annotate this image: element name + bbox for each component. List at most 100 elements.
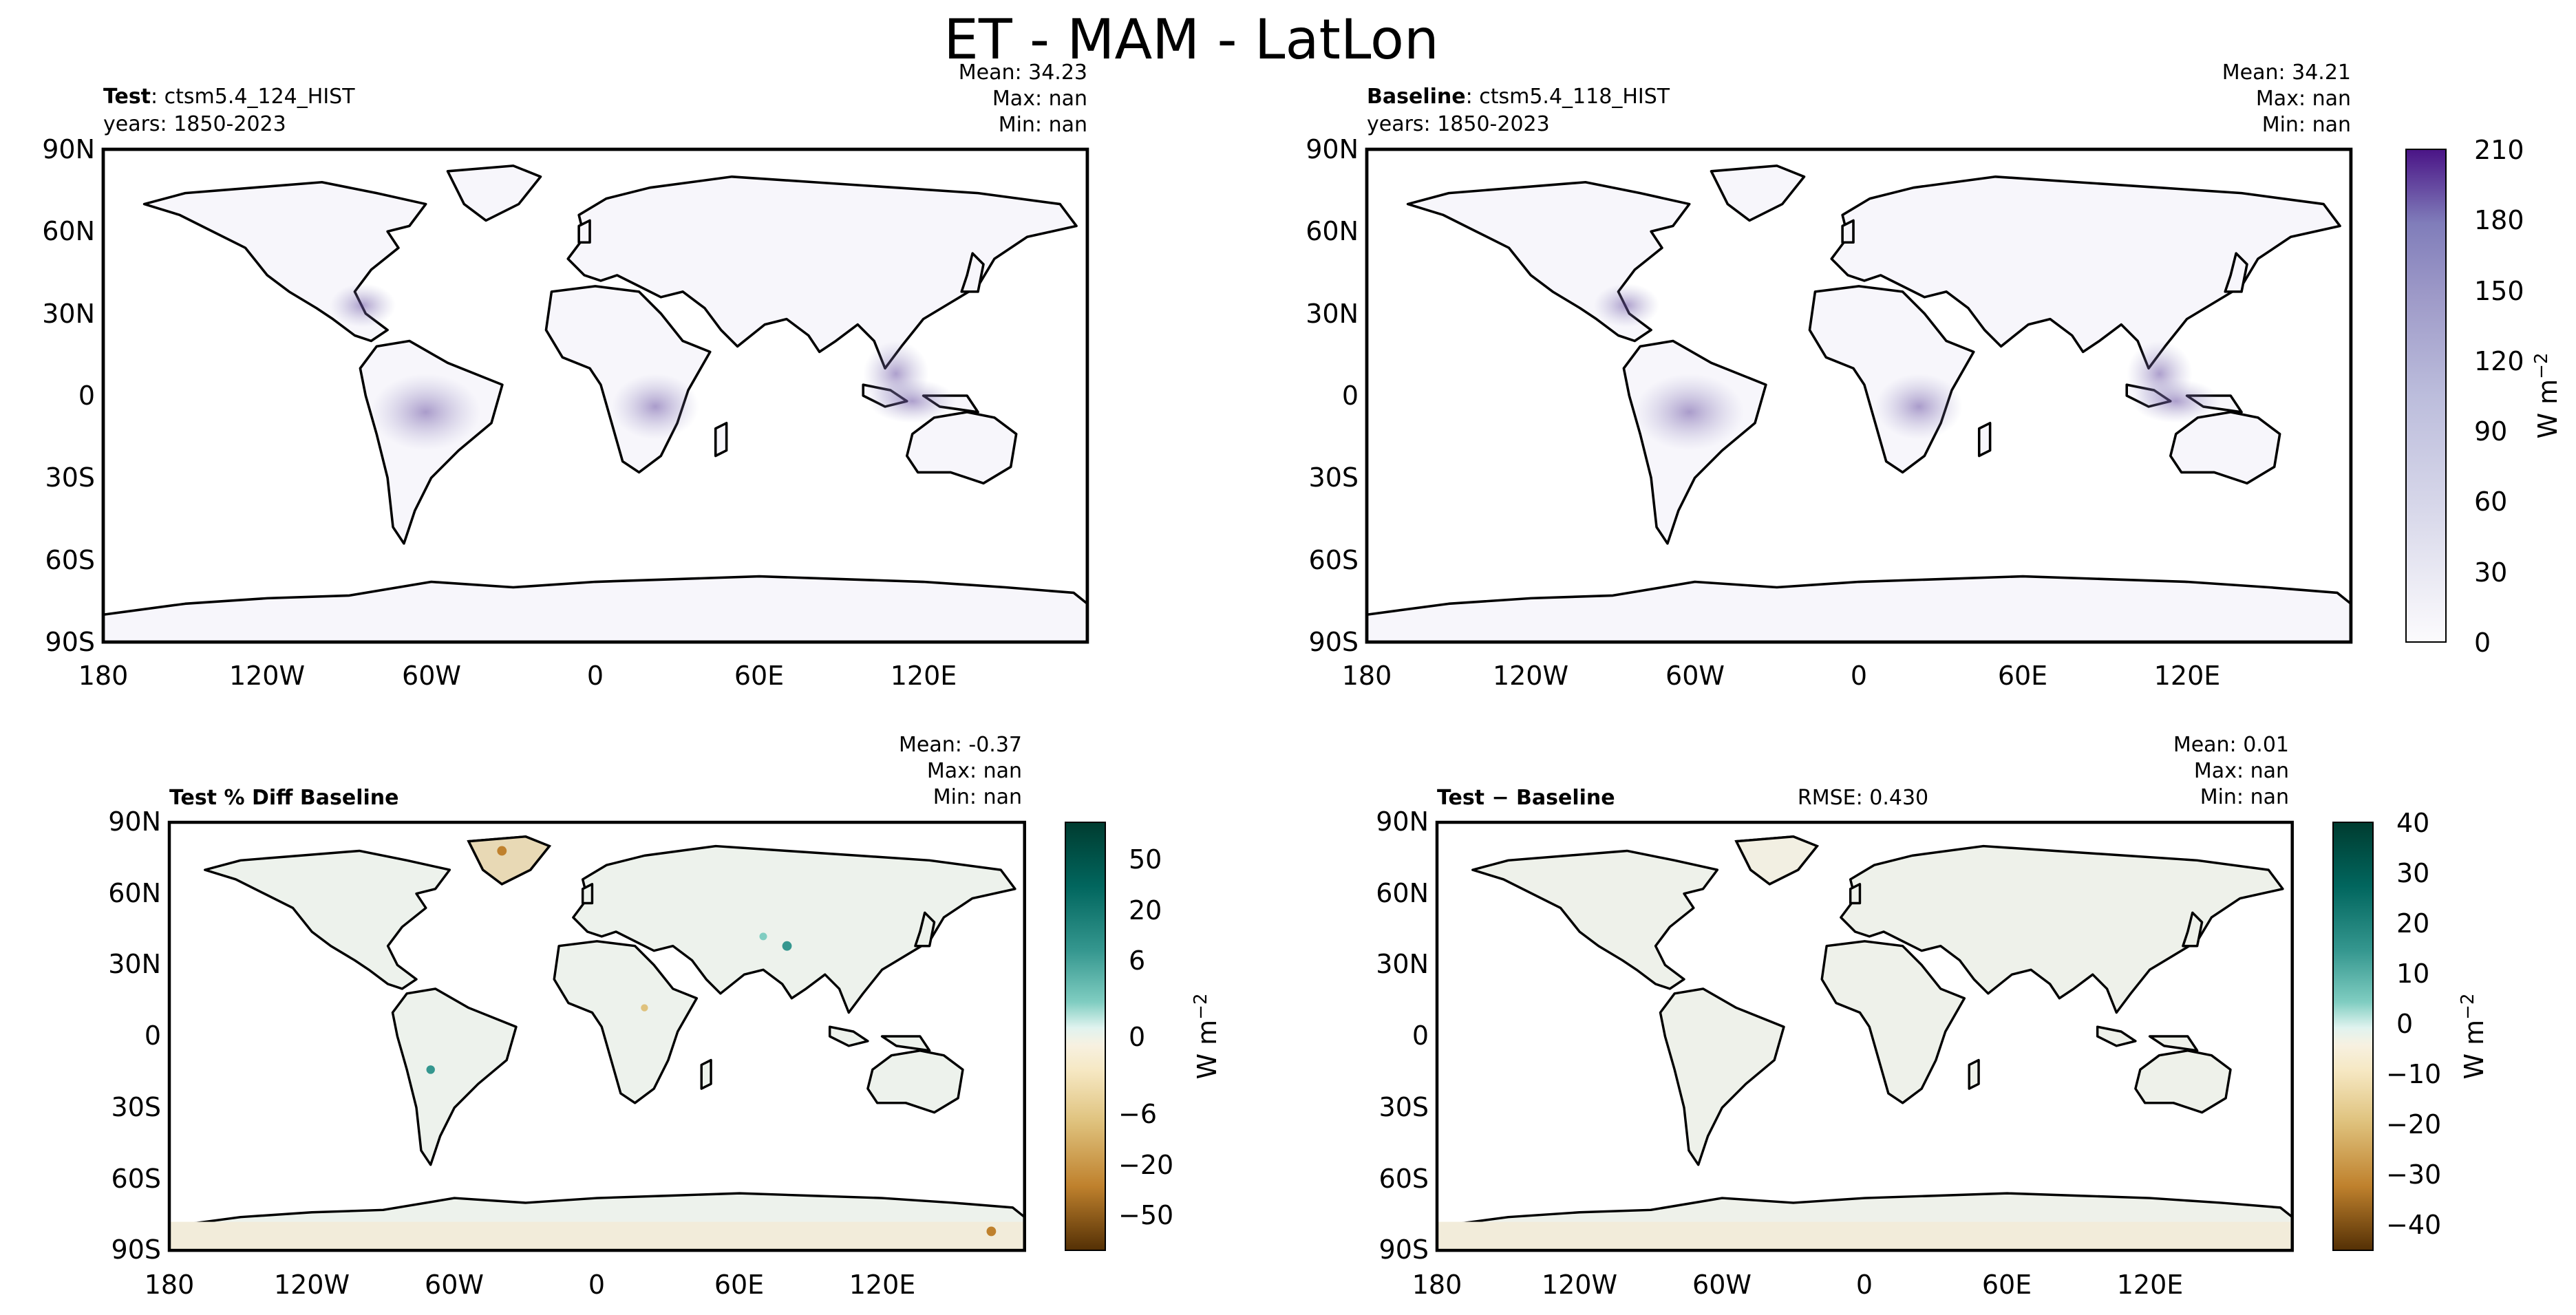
et-cbar-tick: 60 bbox=[2474, 487, 2507, 517]
et-cbar-tick: 90 bbox=[2474, 416, 2507, 447]
test-lat-tick: 0 bbox=[78, 381, 95, 411]
figure-title: ET - MAM - LatLon bbox=[944, 8, 1438, 72]
diff-lon-tick: 60W bbox=[1692, 1270, 1752, 1300]
test-lat-tick: 60S bbox=[45, 545, 95, 575]
baseline-mean: Mean: 34.21 bbox=[2222, 61, 2351, 85]
baseline-lon-tick: 120W bbox=[1493, 661, 1568, 691]
diff-lon-tick: 120E bbox=[2117, 1270, 2184, 1300]
baseline-xaxis: 180 120W 60W 0 60E 120E bbox=[1342, 661, 2221, 691]
baseline-lon-tick: 60E bbox=[1998, 661, 2047, 691]
test-min: Min: nan bbox=[999, 113, 1087, 137]
diff-cbar-tick: −10 bbox=[2386, 1059, 2441, 1089]
diff-cbar-tick: 10 bbox=[2396, 959, 2429, 989]
baseline-yaxis: 90N 60N 30N 0 30S 60S 90S bbox=[1306, 134, 1359, 657]
baseline-lat-tick: 30N bbox=[1306, 299, 1359, 329]
diff-yaxis: 90N 60N 30N 0 30S 60S 90S bbox=[1376, 806, 1429, 1265]
diff-map bbox=[1435, 820, 2294, 1252]
baseline-lon-tick: 120E bbox=[2154, 661, 2221, 691]
test-lon-tick: 120W bbox=[229, 661, 305, 691]
diff-lat-tick: 30N bbox=[1376, 949, 1429, 979]
diff-cbar-tick: 40 bbox=[2396, 808, 2429, 838]
diff-cbar-tick: −40 bbox=[2386, 1210, 2441, 1240]
test-yaxis: 90N 60N 30N 0 30S 60S 90S bbox=[42, 134, 95, 657]
test-lon-tick: 0 bbox=[587, 661, 604, 691]
diff-xaxis: 180 120W 60W 0 60E 120E bbox=[1412, 1270, 2184, 1300]
diff-lat-tick: 60S bbox=[1379, 1164, 1429, 1194]
baseline-lon-tick: 180 bbox=[1342, 661, 1392, 691]
pctdiff-yaxis: 90N 60N 30N 0 30S 60S 90S bbox=[108, 806, 161, 1265]
baseline-years: years: 1850-2023 bbox=[1367, 112, 1550, 136]
baseline-lat-tick: 0 bbox=[1342, 381, 1359, 411]
pct-cbar-tick: −20 bbox=[1118, 1150, 1173, 1180]
test-lon-tick: 60W bbox=[402, 661, 461, 691]
diff-cbar-tick: 30 bbox=[2396, 858, 2429, 888]
pctdiff-lon-tick: 180 bbox=[145, 1270, 195, 1300]
test-years: years: 1850-2023 bbox=[103, 112, 286, 136]
pct-cbar-label: W m−2 bbox=[1191, 994, 1222, 1080]
diff-lat-tick: 0 bbox=[1412, 1020, 1429, 1051]
pctdiff-mean: Mean: -0.37 bbox=[899, 733, 1022, 757]
diff-cbar-tick: −20 bbox=[2386, 1109, 2441, 1140]
et-cbar-tick: 150 bbox=[2474, 276, 2524, 306]
test-lat-tick: 60N bbox=[42, 216, 95, 246]
diff-lon-tick: 180 bbox=[1412, 1270, 1462, 1300]
test-lon-tick: 120E bbox=[891, 661, 957, 691]
pctdiff-lat-tick: 90S bbox=[111, 1234, 161, 1265]
panel-baseline: Baseline: ctsm5.4_118_HIST years: 1850-2… bbox=[1306, 61, 2563, 691]
pct-cbar-tick: −50 bbox=[1118, 1200, 1173, 1230]
pctdiff-lat-tick: 30N bbox=[108, 949, 161, 979]
diff-max: Max: nan bbox=[2194, 759, 2289, 783]
pct-cbar-tick: 20 bbox=[1129, 895, 1162, 926]
et-cbar-tick: 30 bbox=[2474, 557, 2507, 588]
test-lat-tick: 90N bbox=[42, 134, 95, 164]
pctdiff-lat-tick: 60N bbox=[108, 878, 161, 908]
pctdiff-anomalies bbox=[169, 846, 1025, 1251]
diff-lon-tick: 60E bbox=[1982, 1270, 2032, 1300]
diff-title: Test − Baseline bbox=[1437, 786, 1615, 810]
test-lat-tick: 30S bbox=[45, 462, 95, 493]
et-cbar-tick: 180 bbox=[2474, 205, 2524, 235]
et-cbar-label: W m−2 bbox=[2531, 353, 2563, 439]
test-max: Max: nan bbox=[992, 87, 1087, 111]
test-title-bold: Test bbox=[103, 85, 151, 109]
pctdiff-lon-tick: 60W bbox=[425, 1270, 484, 1300]
test-map bbox=[101, 147, 1089, 644]
diff-lat-tick: 90N bbox=[1376, 806, 1429, 837]
test-lat-tick: 30N bbox=[42, 299, 95, 329]
et-cbar-tick: 210 bbox=[2474, 135, 2524, 165]
pctdiff-xaxis: 180 120W 60W 0 60E 120E bbox=[145, 1270, 916, 1300]
baseline-lat-tick: 60S bbox=[1309, 545, 1359, 575]
test-mean: Mean: 34.23 bbox=[959, 61, 1087, 85]
test-xaxis: 180 120W 60W 0 60E 120E bbox=[78, 661, 957, 691]
panel-pctdiff: Test % Diff Baseline Mean: -0.37 Max: na… bbox=[108, 733, 1222, 1300]
diff-rmse: RMSE: 0.430 bbox=[1798, 786, 1928, 810]
diff-min: Min: nan bbox=[2200, 785, 2289, 809]
pctdiff-min: Min: nan bbox=[933, 785, 1022, 809]
pctdiff-lon-tick: 120W bbox=[274, 1270, 350, 1300]
et-cbar-tick: 0 bbox=[2474, 628, 2491, 658]
baseline-colorbar: 210 180 150 120 90 60 30 0 W m−2 bbox=[2405, 135, 2563, 658]
pctdiff-map bbox=[167, 820, 1026, 1252]
baseline-title-text: : ctsm5.4_118_HIST bbox=[1466, 85, 1670, 109]
diff-mean: Mean: 0.01 bbox=[2173, 733, 2289, 757]
pct-cbar-tick: 6 bbox=[1129, 945, 1145, 976]
baseline-max: Max: nan bbox=[2256, 87, 2351, 111]
panel-test: Test: ctsm5.4_124_HIST years: 1850-2023 … bbox=[42, 61, 1089, 691]
diff-colorbar: 40 30 20 10 0 −10 −20 −30 −40 W m−2 bbox=[2332, 808, 2489, 1251]
baseline-field-blobs bbox=[1593, 283, 2220, 451]
pctdiff-max: Max: nan bbox=[927, 759, 1022, 783]
pctdiff-lon-tick: 60E bbox=[714, 1270, 764, 1300]
pctdiff-colorbar: 50 20 6 0 −6 −20 −50 W m−2 bbox=[1065, 822, 1222, 1251]
diff-lat-tick: 90S bbox=[1379, 1234, 1429, 1265]
baseline-title-bold: Baseline bbox=[1367, 85, 1466, 109]
diff-cbar-tick: 20 bbox=[2396, 908, 2429, 939]
pctdiff-lat-tick: 90N bbox=[108, 806, 161, 837]
pct-cbar-tick: 50 bbox=[1129, 844, 1162, 875]
baseline-min: Min: nan bbox=[2262, 113, 2351, 137]
et-cbar-tick: 120 bbox=[2474, 346, 2524, 376]
pctdiff-lat-tick: 30S bbox=[111, 1092, 161, 1122]
baseline-map bbox=[1365, 147, 2353, 644]
diff-cbar-tick: 0 bbox=[2396, 1009, 2413, 1039]
test-field-blobs bbox=[330, 283, 957, 451]
pctdiff-title: Test % Diff Baseline bbox=[169, 786, 399, 810]
